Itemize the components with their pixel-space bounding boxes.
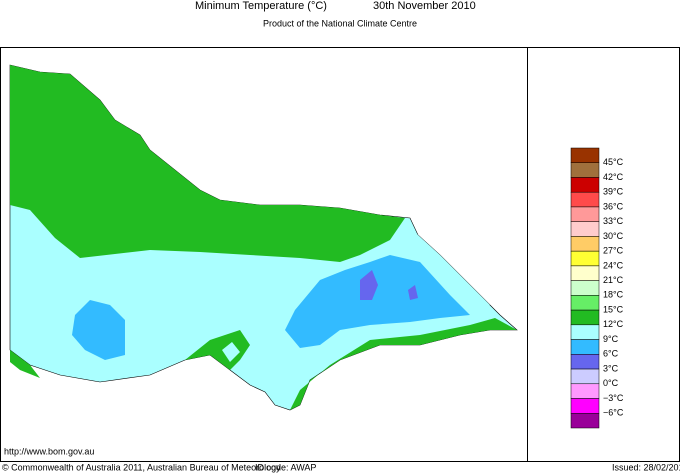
region-15-18 xyxy=(10,65,405,262)
legend-swatch xyxy=(570,221,600,237)
url: http://www.bom.gov.au xyxy=(4,446,94,456)
date: 30th November 2010 xyxy=(373,0,476,12)
id-code: ID code: AWAP xyxy=(255,462,316,472)
legend-label: 15°C xyxy=(603,304,624,314)
legend-swatch xyxy=(570,191,600,208)
legend-swatch xyxy=(570,206,600,222)
legend-label: 33°C xyxy=(603,216,624,226)
legend-swatch xyxy=(570,147,600,163)
copyright: © Commonwealth of Australia 2011, Austra… xyxy=(2,462,281,472)
legend-label: 42°C xyxy=(603,172,624,182)
legend-swatch xyxy=(570,368,600,385)
legend-swatch xyxy=(570,354,600,370)
subtitle: Product of the National Climate Centre xyxy=(263,18,417,28)
legend-label: 9°C xyxy=(603,334,619,344)
legend-label: 36°C xyxy=(603,201,624,211)
legend-label: 3°C xyxy=(603,363,619,373)
bay-green xyxy=(185,330,250,370)
legend-label: 0°C xyxy=(603,378,619,388)
region-east xyxy=(405,222,490,305)
title: Minimum Temperature (°C) xyxy=(195,0,327,12)
region-6-9 xyxy=(360,270,378,300)
legend-swatch xyxy=(570,236,600,252)
legend-label: −3°C xyxy=(603,393,624,403)
legend-swatch xyxy=(570,339,600,355)
legend: 45°C 42°C 39°C 36°C 33°C 30°C 27°C 24°C 21°C 18°C… xyxy=(570,147,624,429)
legend-label: 6°C xyxy=(603,349,619,359)
legend-label: 30°C xyxy=(603,231,624,241)
legend-swatch xyxy=(570,324,600,340)
legend-label: 39°C xyxy=(603,187,624,197)
legend-swatch xyxy=(570,265,600,281)
legend-swatch xyxy=(570,383,600,399)
coast-green xyxy=(290,318,517,410)
legend-swatch xyxy=(570,177,600,193)
legend-swatch xyxy=(570,309,600,326)
region-6-9-b xyxy=(408,285,418,300)
west-coast-green xyxy=(10,350,40,378)
legend-swatch xyxy=(570,250,600,267)
legend-label: −6°C xyxy=(603,408,624,418)
legend-label: 27°C xyxy=(603,246,624,256)
legend-label: 45°C xyxy=(603,157,624,167)
bay xyxy=(222,342,240,362)
legend-swatch xyxy=(570,280,600,296)
legend-label: 21°C xyxy=(603,275,624,285)
legend-swatch xyxy=(570,162,600,178)
map xyxy=(9,64,518,411)
legend-swatch xyxy=(570,295,600,311)
legend-label: 24°C xyxy=(603,260,624,270)
legend-label: 12°C xyxy=(603,319,624,329)
region-9-12-west xyxy=(72,300,125,360)
legend-swatch xyxy=(570,398,600,414)
legend-label: 18°C xyxy=(603,290,624,300)
legend-swatch xyxy=(570,413,600,429)
region-9-12 xyxy=(285,255,470,348)
issued: Issued: 28/02/2011 xyxy=(612,462,680,472)
